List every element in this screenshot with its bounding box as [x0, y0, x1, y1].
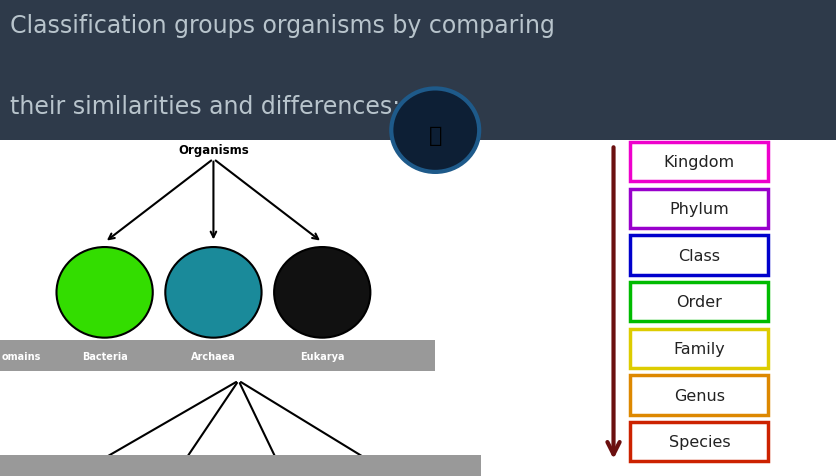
- Text: Organisms: Organisms: [178, 144, 248, 157]
- Text: Archaea: Archaea: [191, 351, 236, 361]
- Text: their similarities and differences:: their similarities and differences:: [10, 95, 400, 119]
- Text: Classification groups organisms by comparing: Classification groups organisms by compa…: [10, 14, 554, 38]
- Ellipse shape: [391, 89, 478, 173]
- Ellipse shape: [237, 472, 324, 476]
- Bar: [0, 340, 435, 371]
- FancyBboxPatch shape: [630, 376, 767, 415]
- Text: Bacteria: Bacteria: [82, 351, 127, 361]
- Ellipse shape: [56, 248, 153, 338]
- Text: Genus: Genus: [673, 388, 724, 403]
- Text: Phylum: Phylum: [669, 201, 728, 217]
- Ellipse shape: [135, 472, 224, 476]
- FancyBboxPatch shape: [630, 422, 767, 461]
- Ellipse shape: [166, 248, 262, 338]
- FancyBboxPatch shape: [630, 236, 767, 275]
- FancyBboxPatch shape: [630, 189, 767, 228]
- Ellipse shape: [336, 472, 425, 476]
- Bar: [0, 0, 836, 140]
- Text: Kingdom: Kingdom: [663, 155, 734, 170]
- Ellipse shape: [43, 472, 132, 476]
- FancyBboxPatch shape: [630, 283, 767, 322]
- FancyBboxPatch shape: [630, 143, 767, 182]
- Text: Species: Species: [668, 434, 729, 449]
- Text: Class: Class: [677, 248, 720, 263]
- Text: omains: omains: [1, 351, 41, 361]
- Text: 📖: 📖: [428, 126, 441, 146]
- Bar: [0, 455, 481, 476]
- Text: Family: Family: [673, 341, 724, 356]
- Text: Order: Order: [675, 295, 721, 309]
- FancyBboxPatch shape: [630, 329, 767, 368]
- Ellipse shape: [273, 248, 370, 338]
- Text: Eukarya: Eukarya: [299, 351, 344, 361]
